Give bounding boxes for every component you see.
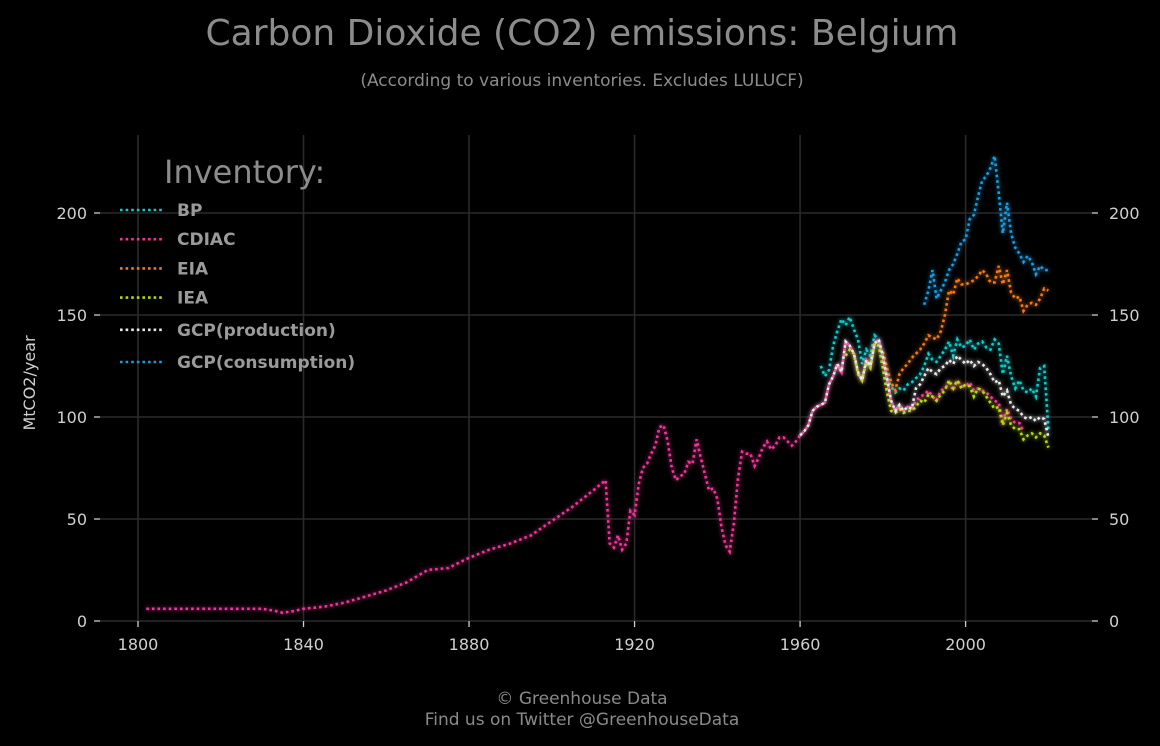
series-layer xyxy=(146,155,1050,615)
y-tick-label-left: 50 xyxy=(67,510,87,529)
x-tick-label: 1840 xyxy=(283,635,324,654)
y-axis-ticks-right: 0 50 100 150 200 xyxy=(1092,204,1140,631)
y-tick-label-left: 150 xyxy=(56,306,87,325)
y-tick-label-left: 200 xyxy=(56,204,87,223)
y-tick-label-right: 100 xyxy=(1109,408,1140,427)
y-axis-ticks-left: 0 50 100 150 200 xyxy=(56,204,100,631)
legend-label-gcp-production: GCP(production) xyxy=(177,321,336,341)
x-tick-label: 1960 xyxy=(780,635,821,654)
x-axis-ticks: 1800 1840 1880 1920 1960 2000 xyxy=(118,621,986,654)
y-tick-label-right: 0 xyxy=(1109,612,1119,631)
legend-label-eia: EIA xyxy=(177,259,209,279)
legend-title: Inventory: xyxy=(164,153,325,191)
series-line-iea xyxy=(844,341,1050,449)
y-tick-label-left: 0 xyxy=(77,612,87,631)
y-axis-label: MtCO2/year xyxy=(20,335,39,431)
series-line-bp xyxy=(819,313,1050,430)
legend-label-iea: IEA xyxy=(177,289,209,309)
x-tick-label: 1800 xyxy=(118,635,159,654)
y-tick-label-right: 150 xyxy=(1109,306,1140,325)
series-line-cdiac xyxy=(146,336,1025,615)
chart-subtitle: (According to various inventories. Exclu… xyxy=(360,71,803,91)
x-tick-label: 2000 xyxy=(945,635,986,654)
legend-label-cdiac: CDIAC xyxy=(177,230,236,250)
chart-title: Carbon Dioxide (CO2) emissions: Belgium xyxy=(206,13,959,54)
legend-label-gcp-consumption: GCP(consumption) xyxy=(177,353,355,373)
grid-lines xyxy=(100,135,1092,622)
footer-copyright: © Greenhouse Data xyxy=(496,689,667,709)
y-tick-label-right: 200 xyxy=(1109,204,1140,223)
y-tick-label-right: 50 xyxy=(1109,510,1129,529)
x-tick-label: 1920 xyxy=(614,635,655,654)
legend: Inventory: BP CDIAC EIA IEA GCP(production) G… xyxy=(120,153,355,373)
y-tick-label-left: 100 xyxy=(56,408,87,427)
series-line-gcp-consumption xyxy=(922,155,1049,306)
x-tick-label: 1880 xyxy=(449,635,490,654)
legend-label-bp: BP xyxy=(177,201,202,221)
footer-twitter: Find us on Twitter @GreenhouseData xyxy=(425,710,740,730)
series-line-gcp-production xyxy=(799,336,1050,438)
series-line-eia xyxy=(881,265,1049,395)
